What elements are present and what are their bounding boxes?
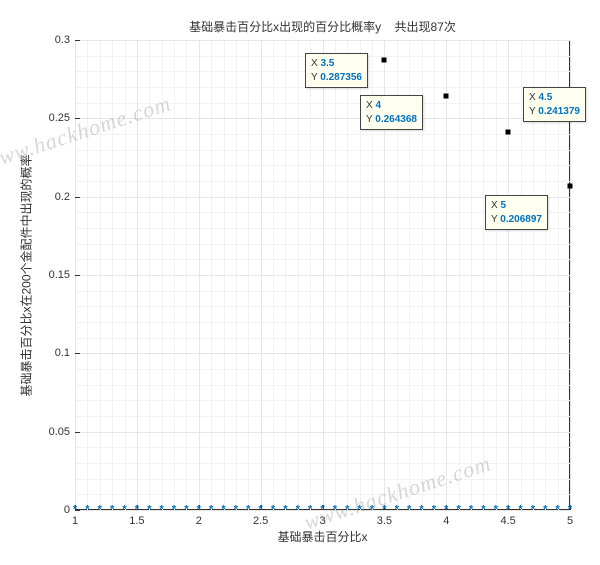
y-tick-label: 0.1 <box>55 347 70 359</box>
data-tooltip: X 5Y 0.206897 <box>485 195 548 230</box>
series-marker: * <box>98 505 102 516</box>
x-tick-label: 5 <box>567 515 573 527</box>
data-tooltip: X 4.5Y 0.241379 <box>523 87 586 122</box>
series-marker: * <box>444 505 448 516</box>
y-tick-label: 0.3 <box>55 34 70 46</box>
series-marker: * <box>543 505 547 516</box>
x-tick-label: 3.5 <box>377 515 392 527</box>
series-marker: * <box>382 505 386 516</box>
data-tooltip: X 4Y 0.264368 <box>360 95 423 130</box>
data-point[interactable] <box>444 93 449 98</box>
series-marker: * <box>184 505 188 516</box>
series-marker: * <box>271 505 275 516</box>
series-marker: * <box>147 505 151 516</box>
data-tooltip: X 3.5Y 0.287356 <box>305 53 368 88</box>
data-point[interactable] <box>568 183 573 188</box>
x-tick-label: 3 <box>319 515 325 527</box>
x-tick-label: 2.5 <box>253 515 268 527</box>
chart-title: 基础暴击百分比x出现的百分比概率y 共出现87次 <box>75 18 570 35</box>
x-tick-label: 1 <box>72 515 78 527</box>
series-marker: * <box>320 505 324 516</box>
series-marker: * <box>246 505 250 516</box>
data-point[interactable] <box>506 129 511 134</box>
series-marker: * <box>432 505 436 516</box>
series-marker: * <box>555 505 559 516</box>
series-marker: * <box>110 505 114 516</box>
y-axis-label: 基础暴击百分比x在200个金配件中出现的概率 <box>18 40 34 510</box>
y-tick-label: 0.25 <box>49 112 70 124</box>
x-tick-label: 2 <box>196 515 202 527</box>
series-marker: * <box>283 505 287 516</box>
x-axis-label: 基础暴击百分比x <box>75 528 570 545</box>
series-marker: * <box>506 505 510 516</box>
series-marker: * <box>159 505 163 516</box>
series-marker: * <box>135 505 139 516</box>
x-tick-label: 1.5 <box>129 515 144 527</box>
series-marker: * <box>407 505 411 516</box>
series-marker: * <box>568 505 572 516</box>
series-marker: * <box>221 505 225 516</box>
series-marker: * <box>234 505 238 516</box>
series-marker: * <box>258 505 262 516</box>
series-marker: * <box>531 505 535 516</box>
x-tick-label: 4.5 <box>500 515 515 527</box>
series-marker: * <box>296 505 300 516</box>
series-marker: * <box>419 505 423 516</box>
series-marker: * <box>370 505 374 516</box>
series-marker: * <box>308 505 312 516</box>
series-marker: * <box>494 505 498 516</box>
series-marker: * <box>469 505 473 516</box>
y-tick-label: 0 <box>64 504 70 516</box>
y-tick-label: 0.15 <box>49 269 70 281</box>
series-marker: * <box>333 505 337 516</box>
series-marker: * <box>481 505 485 516</box>
series-marker: * <box>518 505 522 516</box>
series-marker: * <box>172 505 176 516</box>
series-marker: * <box>345 505 349 516</box>
series-marker: * <box>456 505 460 516</box>
series-marker: * <box>395 505 399 516</box>
plot-area: ****************************************… <box>75 40 570 510</box>
series-marker: * <box>122 505 126 516</box>
series-marker: * <box>209 505 213 516</box>
y-tick-label: 0.05 <box>49 426 70 438</box>
data-point[interactable] <box>382 57 387 62</box>
series-marker: * <box>73 505 77 516</box>
series-marker: * <box>85 505 89 516</box>
series-marker: * <box>197 505 201 516</box>
x-tick-label: 4 <box>443 515 449 527</box>
y-tick-label: 0.2 <box>55 191 70 203</box>
series-marker: * <box>357 505 361 516</box>
